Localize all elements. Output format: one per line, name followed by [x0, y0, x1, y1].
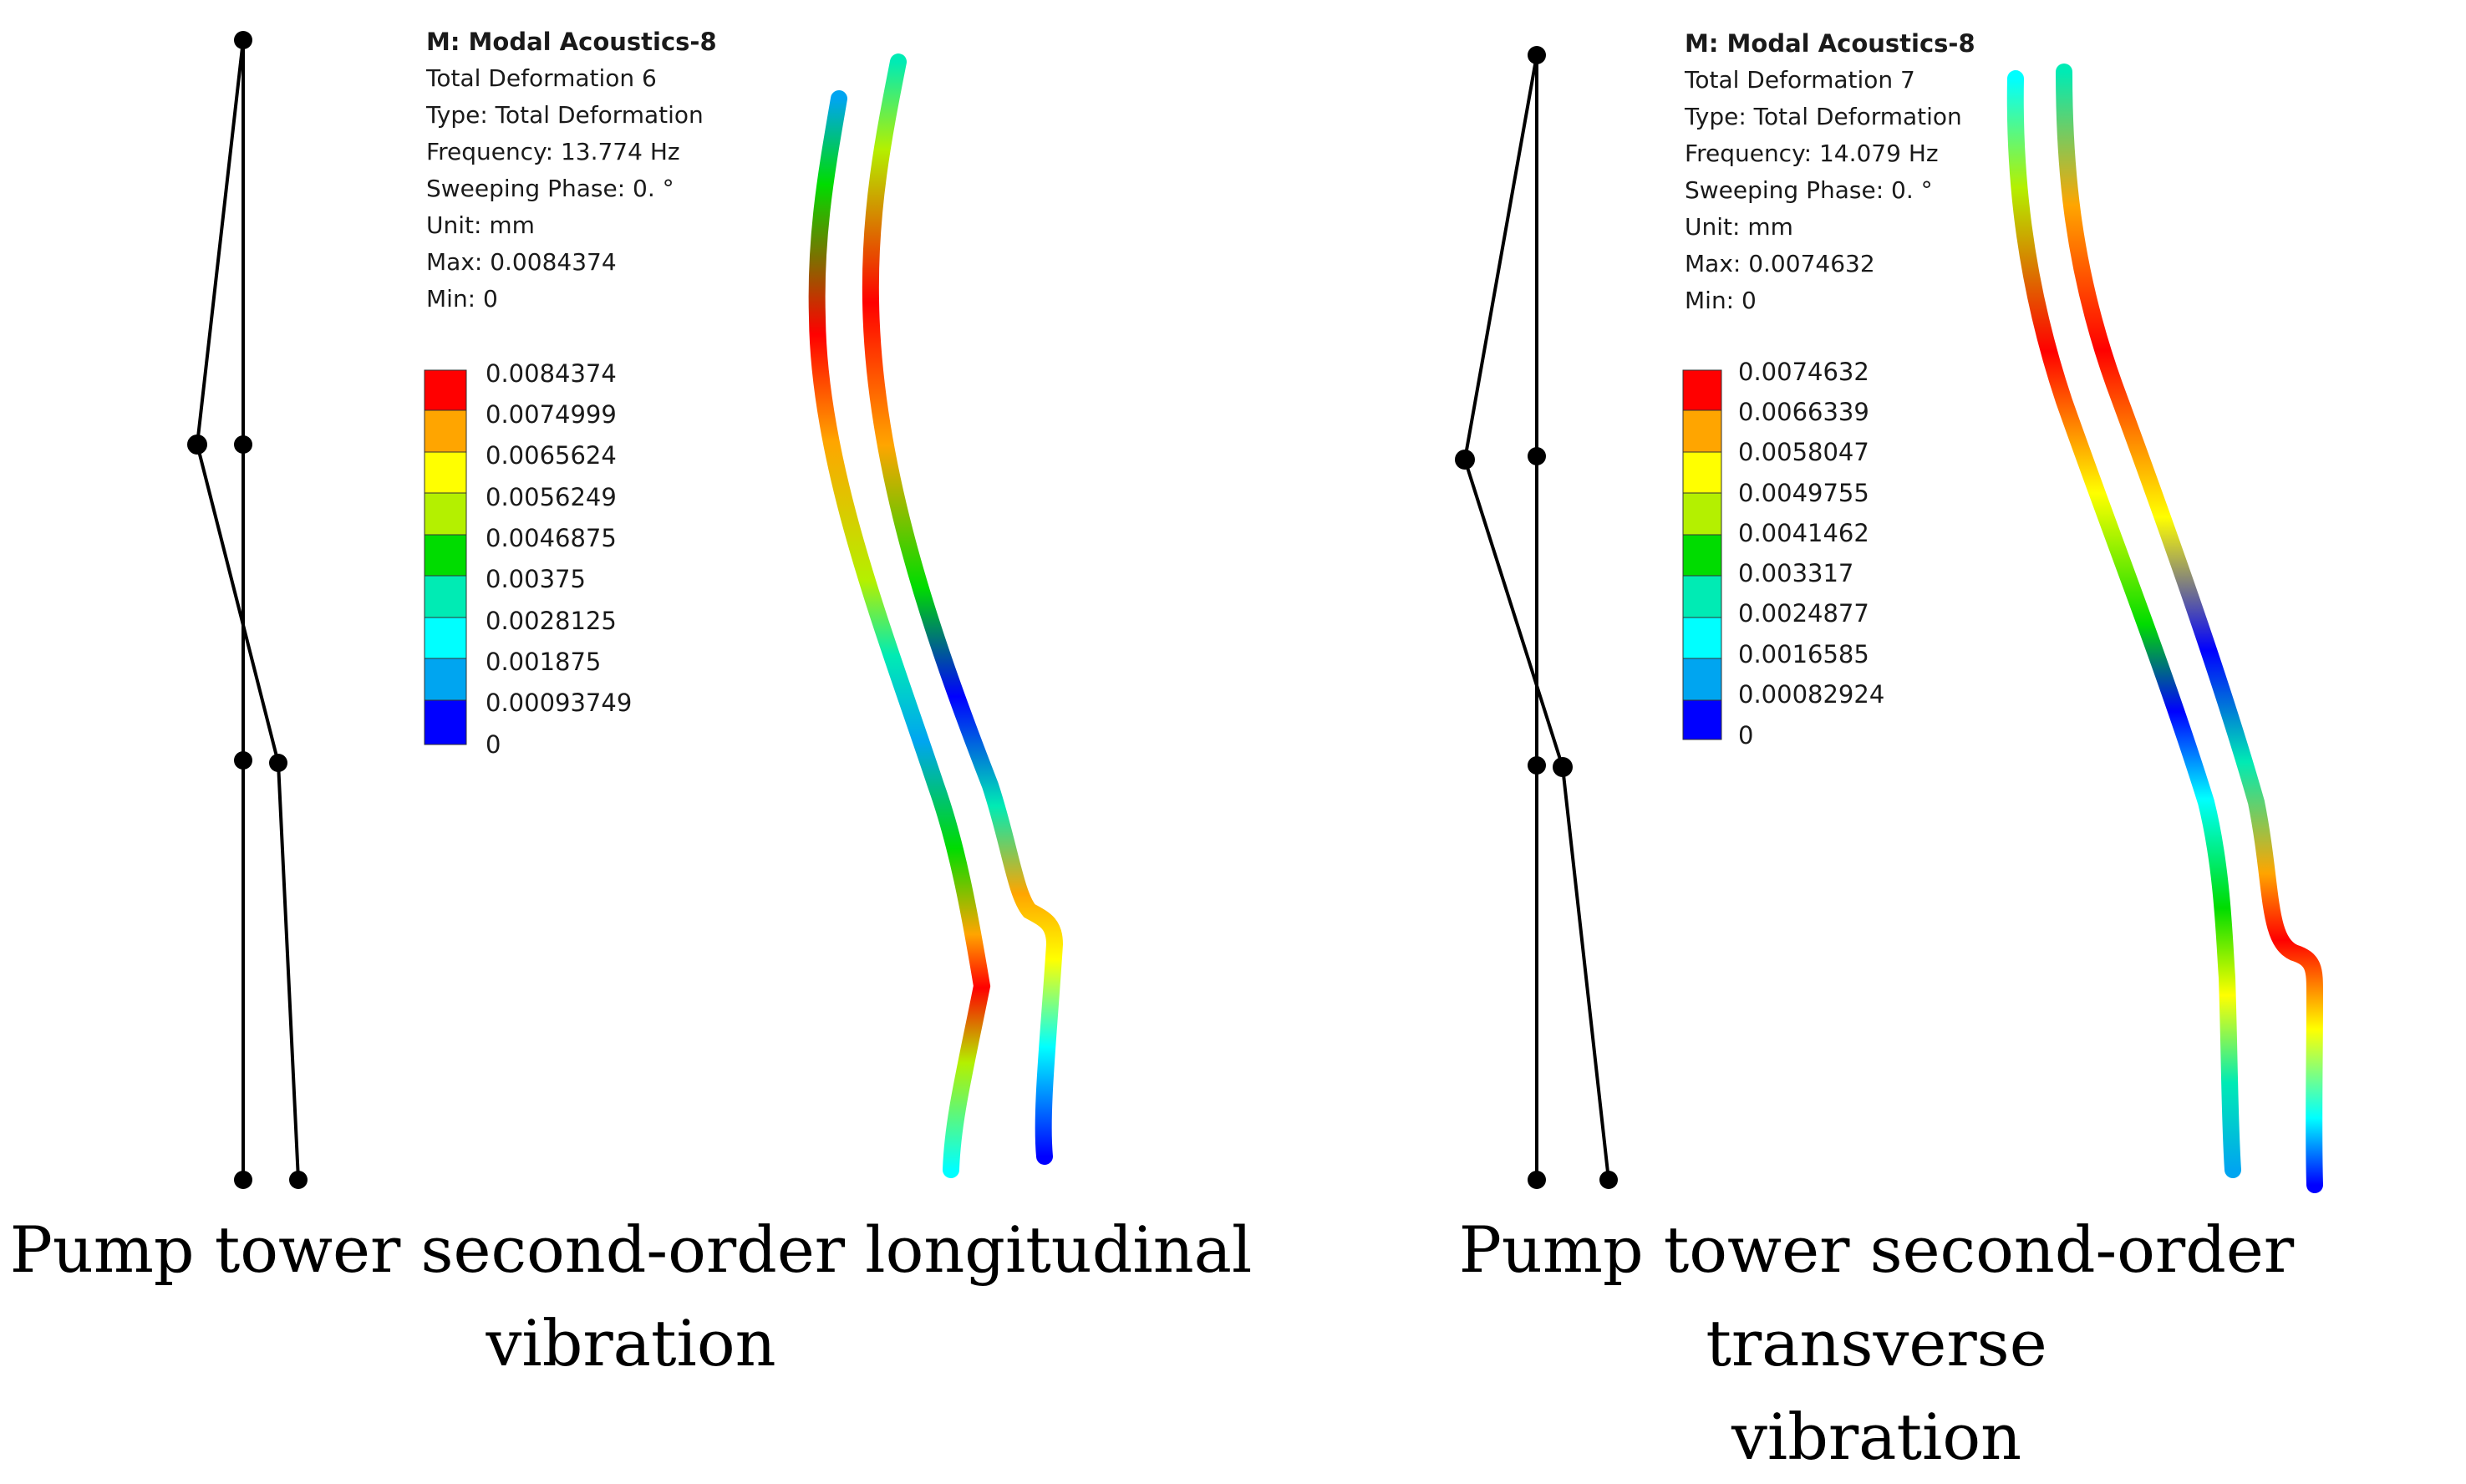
info-result: Total Deformation 6: [426, 64, 657, 92]
info-min: Min: 0: [426, 285, 498, 313]
longitudinal-panel-graphics: [187, 31, 2324, 1193]
deformed-pipe: [2006, 70, 2241, 1178]
transverse-deformed-pipes: [2006, 64, 2324, 1193]
legend-label: 0.0049755: [1738, 479, 1869, 507]
transverse-schematic-nodes: [1455, 46, 1618, 1189]
legend-swatch: [424, 699, 467, 745]
info-title: M: Modal Acoustics-8: [1685, 29, 1975, 58]
longitudinal-color-legend: [424, 369, 467, 745]
transverse-caption: Pump tower second-order transverse vibra…: [1287, 1203, 2466, 1484]
caption-line: Pump tower second-order transverse: [1458, 1212, 2295, 1380]
info-max: Max: 0.0074632: [1685, 250, 1875, 277]
deformed-pipe: [862, 53, 1064, 1165]
info-result: Total Deformation 7: [1685, 66, 1915, 94]
legend-label: 0.00082924: [1738, 680, 1885, 709]
legend-label: 0.0046875: [486, 524, 617, 552]
legend-swatch: [424, 451, 467, 494]
info-title: M: Modal Acoustics-8: [426, 28, 717, 56]
legend-swatch: [424, 492, 467, 536]
longitudinal-info-block: M: Modal Acoustics-8 Total Deformation 6…: [426, 23, 717, 318]
legend-label: 0.0065624: [486, 441, 617, 470]
schematic-node: [269, 754, 287, 772]
schematic-node: [1553, 757, 1573, 777]
legend-swatch: [1682, 534, 1722, 577]
legend-swatch: [424, 658, 467, 701]
transverse-mode-schematic: [1462, 54, 1610, 1181]
info-frequency: Frequency: 14.079 Hz: [1685, 140, 1939, 167]
schematic-node: [1599, 1171, 1618, 1189]
schematic-node: [1455, 450, 1475, 470]
legend-label: 0.00375: [486, 565, 586, 593]
schematic-node: [234, 435, 252, 454]
legend-label: 0.0028125: [486, 607, 617, 635]
longitudinal-caption: Pump tower second-order longitudinal vib…: [0, 1203, 1262, 1390]
schematic-node: [234, 751, 252, 770]
legend-label: 0.0084374: [486, 359, 617, 388]
legend-swatch: [1682, 617, 1722, 659]
longitudinal-schematic-nodes: [187, 31, 308, 1189]
legend-label: 0.0074632: [1738, 358, 1869, 386]
legend-swatch: [424, 409, 467, 453]
mode-shape-line: [1462, 54, 1610, 1181]
schematic-node: [1528, 756, 1546, 775]
legend-label: 0.0066339: [1738, 398, 1869, 426]
info-unit: Unit: mm: [1685, 213, 1793, 241]
schematic-node: [1528, 1171, 1546, 1189]
info-frequency: Frequency: 13.774 Hz: [426, 138, 680, 165]
legend-label: 0.0024877: [1738, 599, 1869, 628]
transverse-color-legend: [1682, 369, 1722, 740]
info-type: Type: Total Deformation: [426, 101, 704, 129]
legend-swatch: [1682, 575, 1722, 618]
deformed-pipe: [2056, 64, 2324, 1193]
legend-label: 0.00093749: [486, 689, 633, 717]
legend-swatch: [1682, 492, 1722, 536]
schematic-node: [187, 435, 207, 455]
info-unit: Unit: mm: [426, 211, 535, 239]
legend-swatch: [1682, 409, 1722, 453]
schematic-node: [1528, 447, 1546, 465]
info-phase: Sweeping Phase: 0. °: [1685, 176, 1933, 204]
caption-line: vibration: [486, 1306, 776, 1380]
schematic-node: [234, 1171, 252, 1189]
caption-line: Pump tower second-order longitudinal: [9, 1212, 1253, 1287]
legend-label: 0.0016585: [1738, 640, 1869, 668]
legend-swatch: [424, 575, 467, 618]
transverse-info-block: M: Modal Acoustics-8 Total Deformation 7…: [1685, 25, 1975, 319]
legend-label: 0: [1738, 721, 1754, 750]
legend-swatch: [424, 534, 467, 577]
legend-swatch: [424, 617, 467, 659]
legend-swatch: [1682, 451, 1722, 494]
legend-swatch: [1682, 369, 1722, 411]
deformed-pipe: [808, 90, 991, 1178]
longitudinal-deformed-pipes: [808, 53, 1064, 1178]
legend-label: 0.0058047: [1738, 438, 1869, 466]
info-phase: Sweeping Phase: 0. °: [426, 175, 674, 202]
info-max: Max: 0.0084374: [426, 248, 617, 276]
legend-swatch: [424, 369, 467, 411]
legend-label: 0.0056249: [486, 483, 617, 511]
legend-label: 0.001875: [486, 648, 602, 676]
legend-label: 0.0041462: [1738, 519, 1869, 547]
mode-shape-line: [195, 39, 300, 1181]
legend-label: 0: [486, 730, 501, 759]
schematic-node: [234, 31, 252, 49]
legend-swatch: [1682, 658, 1722, 701]
legend-label: 0.0074999: [486, 400, 617, 429]
legend-swatch: [1682, 699, 1722, 740]
caption-line: vibration: [1731, 1400, 2022, 1474]
figure: M: Modal Acoustics-8 Total Deformation 6…: [10, 23, 2324, 1474]
info-min: Min: 0: [1685, 287, 1757, 314]
legend-label: 0.003317: [1738, 559, 1854, 587]
longitudinal-mode-schematic: [195, 39, 300, 1181]
info-type: Type: Total Deformation: [1685, 103, 1962, 130]
schematic-node: [289, 1171, 308, 1189]
schematic-node: [1528, 46, 1546, 64]
